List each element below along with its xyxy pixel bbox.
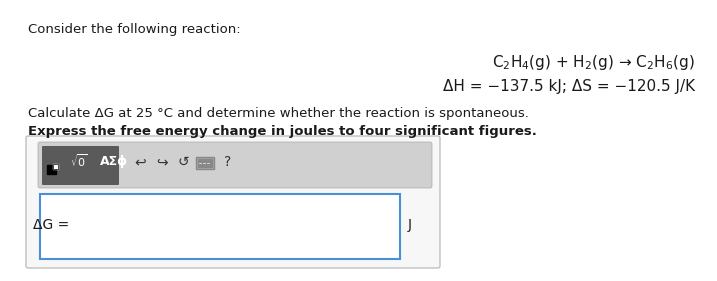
FancyBboxPatch shape xyxy=(26,136,440,268)
Bar xyxy=(197,158,213,168)
Text: Calculate ΔG at 25 °C and determine whether the reaction is spontaneous.: Calculate ΔG at 25 °C and determine whet… xyxy=(28,107,529,120)
FancyBboxPatch shape xyxy=(40,194,400,259)
Bar xyxy=(196,157,214,169)
FancyBboxPatch shape xyxy=(42,146,119,185)
Text: ΔG =: ΔG = xyxy=(33,218,70,232)
Bar xyxy=(47,165,56,174)
Bar xyxy=(53,164,58,169)
Text: ?: ? xyxy=(224,155,232,169)
Text: $\sqrt{0}$: $\sqrt{0}$ xyxy=(70,153,88,169)
Text: Express the free energy change in joules to four significant figures.: Express the free energy change in joules… xyxy=(28,125,537,138)
Text: ↪: ↪ xyxy=(156,155,168,169)
FancyBboxPatch shape xyxy=(38,142,432,188)
Text: ΔH = −137.5 kJ; ΔS = −120.5 J/K: ΔH = −137.5 kJ; ΔS = −120.5 J/K xyxy=(443,79,695,94)
Text: ↩: ↩ xyxy=(134,155,146,169)
Text: C$_2$H$_4$(g) + H$_2$(g) → C$_2$H$_6$(g): C$_2$H$_4$(g) + H$_2$(g) → C$_2$H$_6$(g) xyxy=(492,53,695,72)
Text: Consider the following reaction:: Consider the following reaction: xyxy=(28,23,241,36)
Text: AΣϕ: AΣϕ xyxy=(100,155,128,169)
Text: ↺: ↺ xyxy=(177,155,189,169)
Text: J: J xyxy=(408,218,412,232)
Bar xyxy=(53,164,58,169)
